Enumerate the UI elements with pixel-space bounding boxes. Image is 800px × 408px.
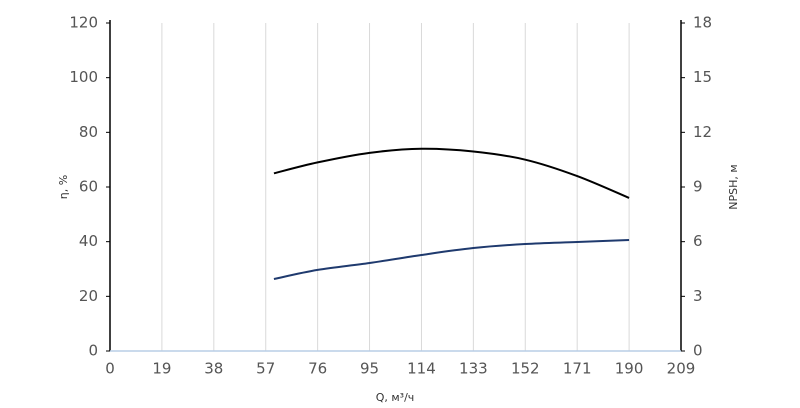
- series-line: [273, 147, 630, 199]
- y2-tick-label: 18: [693, 14, 712, 32]
- y-tick-label: 0: [88, 342, 98, 360]
- y-tick-label: 60: [79, 178, 98, 196]
- y2-axis-title: NPSH, м: [727, 164, 740, 209]
- x-tick-label: 209: [667, 360, 696, 378]
- y-tick-label: 40: [79, 232, 98, 250]
- x-tick-label: 38: [204, 360, 223, 378]
- y2-tick-label: 0: [693, 342, 703, 360]
- y2-tick-label: 12: [693, 123, 712, 141]
- y-tick-label: 80: [79, 123, 98, 141]
- y2-tick-label: 6: [693, 232, 703, 250]
- x-tick-label: 114: [407, 360, 436, 378]
- y2-tick-label: 9: [693, 178, 703, 196]
- x-tick-label: 76: [308, 360, 327, 378]
- y2-tick-label: 3: [693, 287, 703, 305]
- y-tick-label: 100: [69, 68, 98, 86]
- x-tick-label: 19: [152, 360, 171, 378]
- y2-tick-label: 15: [693, 68, 712, 86]
- y-tick-label: 120: [69, 14, 98, 32]
- x-axis-title: Q, м³/ч: [376, 391, 415, 404]
- x-tick-label: 0: [105, 360, 115, 378]
- x-tick-label: 152: [511, 360, 540, 378]
- series-line: [273, 239, 630, 281]
- y-tick-label: 20: [79, 287, 98, 305]
- x-tick-label: 133: [459, 360, 488, 378]
- x-tick-label: 171: [563, 360, 592, 378]
- y-axis-title: η, %: [57, 175, 70, 199]
- x-tick-label: 190: [615, 360, 644, 378]
- x-tick-label: 95: [360, 360, 379, 378]
- x-tick-label: 57: [256, 360, 275, 378]
